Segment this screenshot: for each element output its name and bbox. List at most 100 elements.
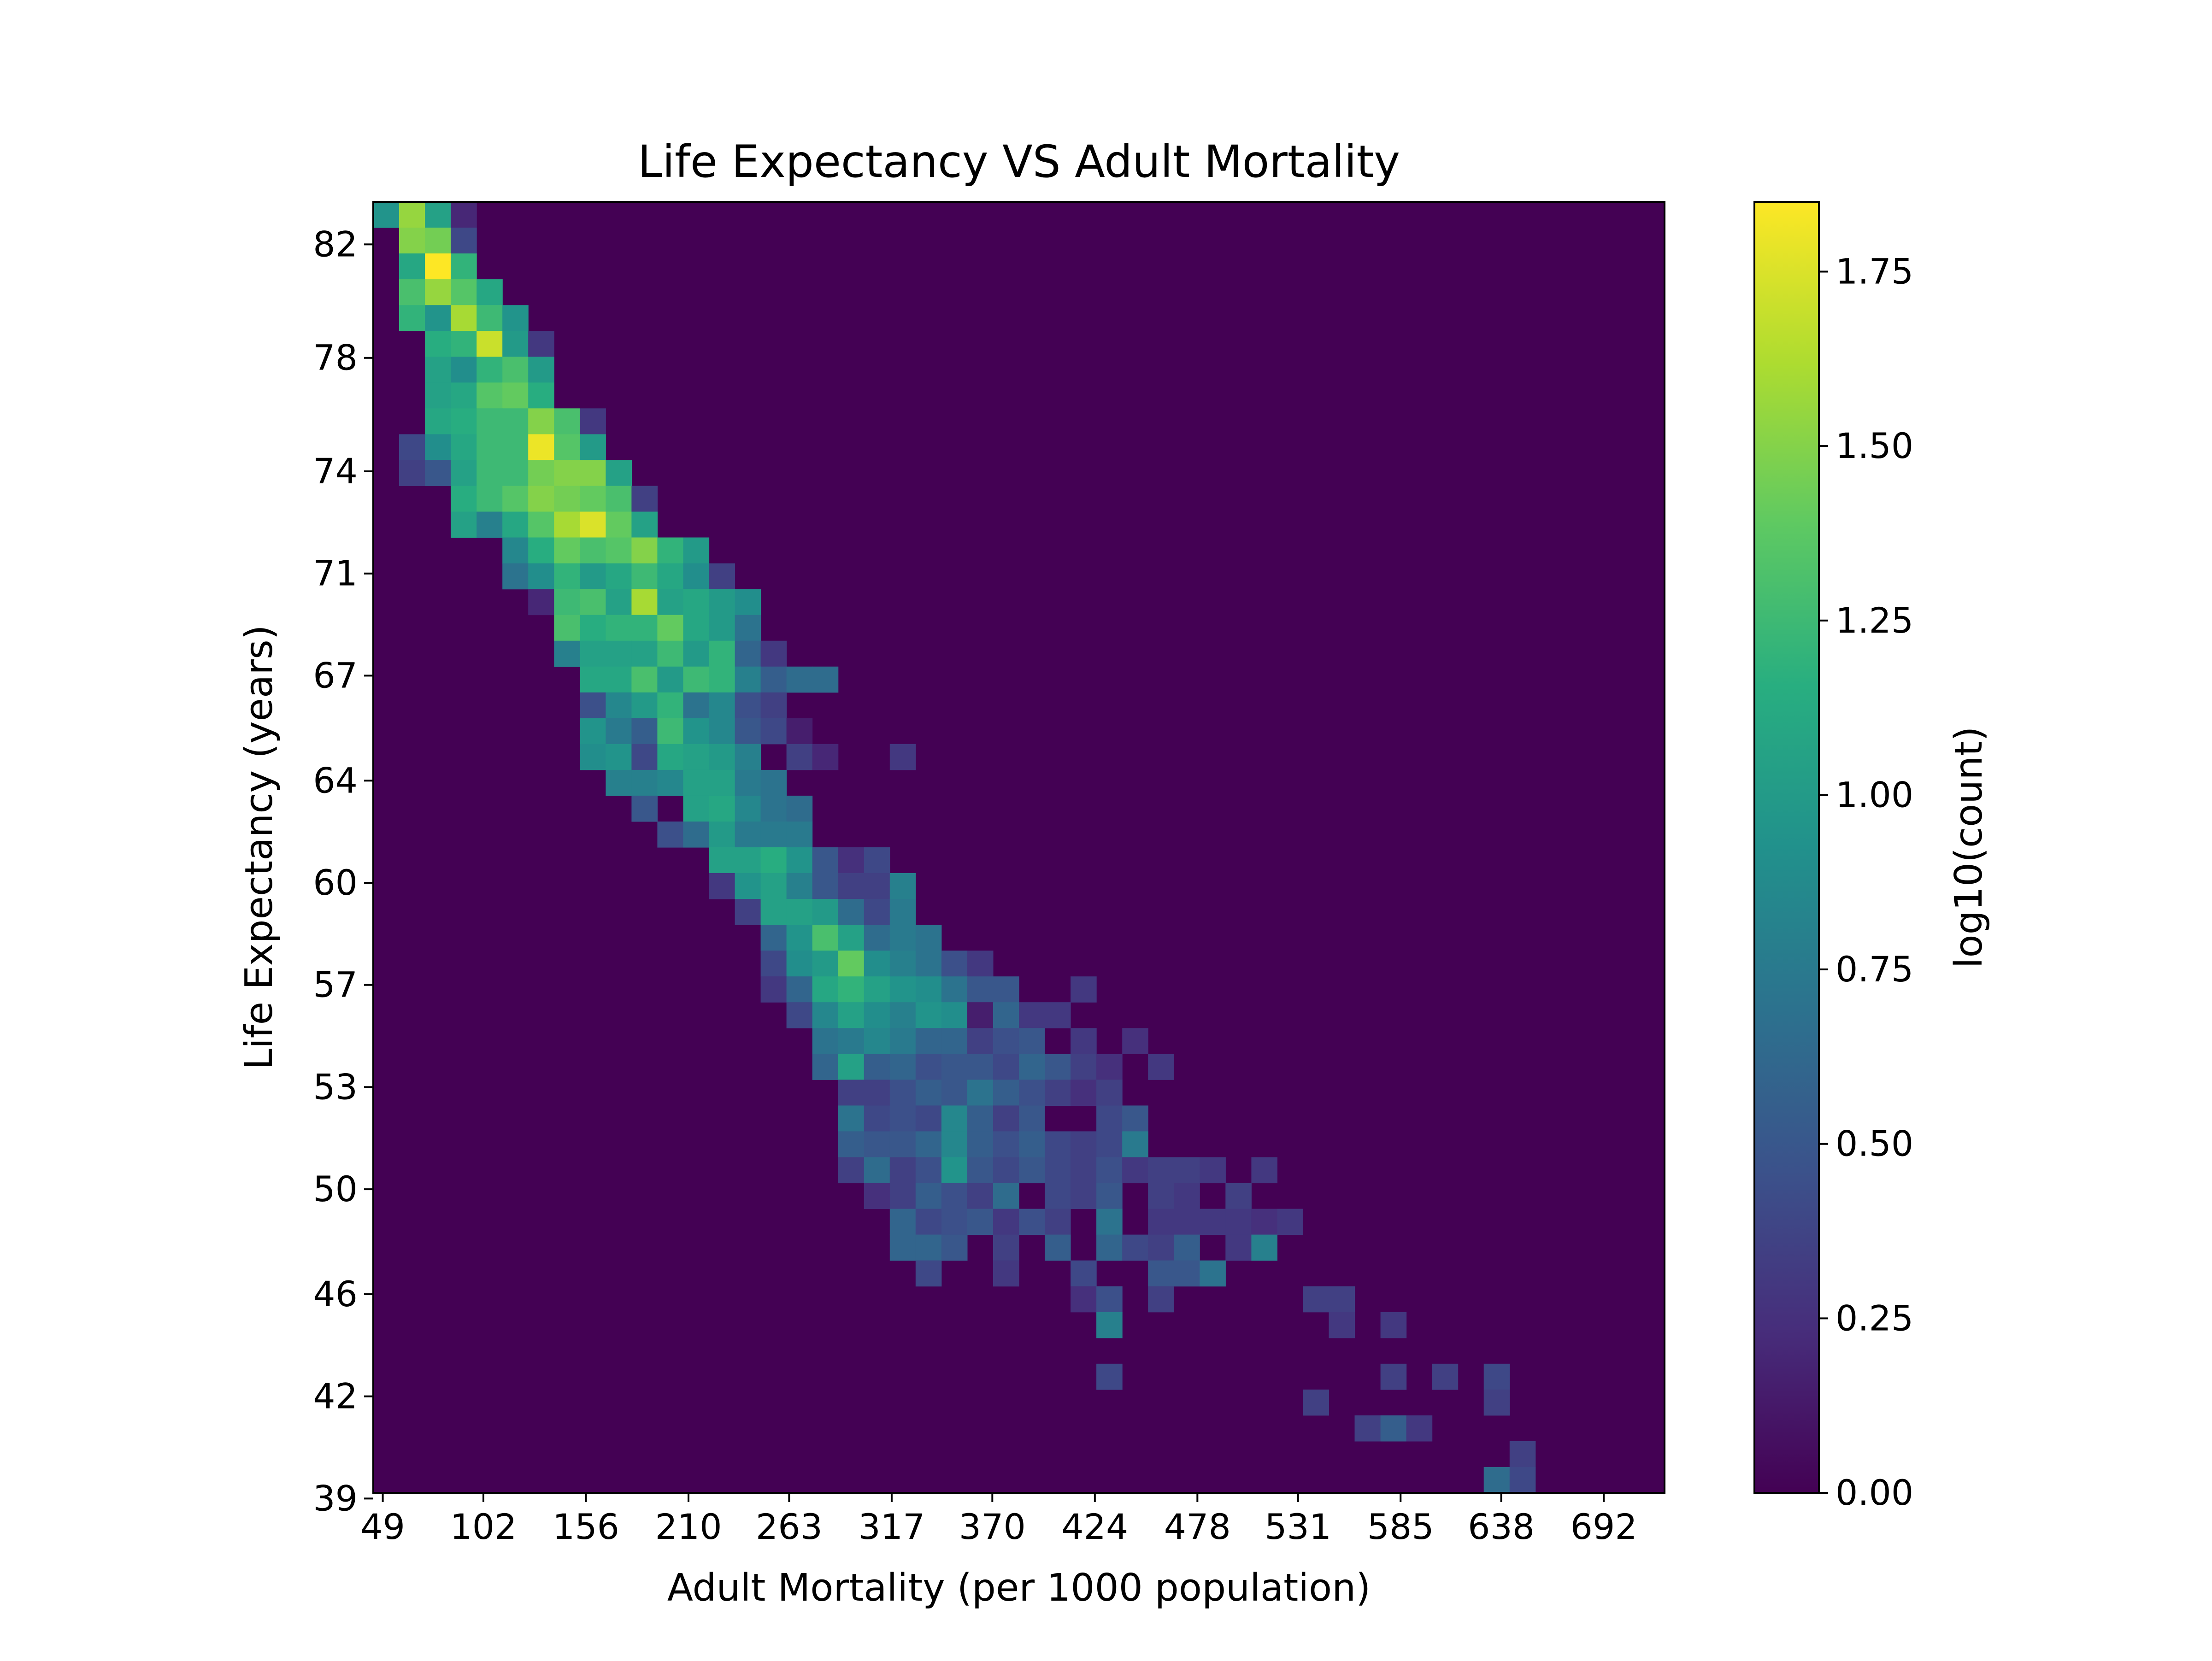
heatmap-cell (735, 589, 761, 616)
heatmap-cell (760, 847, 787, 874)
heatmap-cell (1071, 1054, 1097, 1080)
heatmap-cell (760, 925, 787, 951)
heatmap-cell (528, 460, 554, 486)
heatmap-cell (709, 822, 735, 848)
heatmap-cell (631, 744, 658, 770)
heatmap-cell (889, 1105, 916, 1132)
heatmap-cell (812, 951, 839, 977)
heatmap-cell (606, 615, 632, 641)
heatmap-cell (502, 331, 529, 357)
heatmap-cell (1122, 1105, 1148, 1132)
heatmap-cell (709, 873, 735, 899)
heatmap-cell (993, 1234, 1019, 1261)
heatmap-cell (760, 666, 787, 693)
heatmap-cell (1174, 1260, 1200, 1287)
heatmap-cell (838, 1105, 865, 1132)
heatmap-cell (760, 769, 787, 796)
heatmap-cell (451, 382, 477, 409)
heatmap-cell (735, 744, 761, 770)
heatmap-cell (889, 925, 916, 951)
heatmap-cell (1071, 1260, 1097, 1287)
heatmap-cell (709, 589, 735, 616)
heatmap-cell (864, 1183, 890, 1209)
heatmap-cell (889, 1080, 916, 1106)
colorbar-tick-label: 1.25 (1835, 600, 1913, 641)
heatmap-cell (1071, 1131, 1097, 1157)
heatmap-cell (606, 511, 632, 538)
heatmap-cell (1071, 1028, 1097, 1054)
heatmap-cell (709, 847, 735, 874)
heatmap-cell (606, 486, 632, 512)
heatmap-cell (477, 408, 503, 434)
heatmap-cell (941, 1105, 968, 1132)
heatmap-cell (1019, 1028, 1045, 1054)
x-tick-label: 531 (1265, 1506, 1331, 1547)
heatmap-cell (993, 1002, 1019, 1028)
x-tick-label: 370 (959, 1506, 1026, 1547)
heatmap-cell (915, 1234, 942, 1261)
heatmap-cell (1071, 1183, 1097, 1209)
plot-area (373, 202, 1665, 1493)
x-axis-ticks: 49 102 156 210 263 317 370 424 478 531 585 638 692 (360, 1493, 1637, 1547)
heatmap-cell (1432, 1363, 1459, 1390)
heatmap-cell (657, 692, 683, 719)
heatmap-cell (838, 951, 865, 977)
heatmap-cell (864, 1105, 890, 1132)
heatmap-cell (399, 460, 425, 486)
heatmap-cell (786, 925, 813, 951)
heatmap-cell (1096, 1105, 1123, 1132)
heatmap-cell (1096, 1131, 1123, 1157)
heatmap-cell (1354, 1415, 1381, 1442)
heatmap-cell (1329, 1286, 1355, 1313)
heatmap-cell (786, 873, 813, 899)
heatmap-cell (425, 228, 451, 254)
heatmap-cell (941, 1234, 968, 1261)
heatmap-cell (528, 434, 554, 460)
colorbar (1753, 201, 1820, 1494)
heatmap-cell (864, 1157, 890, 1184)
heatmap-cell (631, 666, 658, 693)
heatmap-cell (580, 615, 606, 641)
heatmap-cell (1096, 1363, 1123, 1390)
heatmap-cell (1071, 1286, 1097, 1313)
heatmap-cell (451, 434, 477, 460)
heatmap-cell (1251, 1209, 1277, 1235)
heatmap-cell (889, 1209, 916, 1235)
heatmap-cell (1225, 1183, 1252, 1209)
heatmap-cell (1303, 1286, 1329, 1313)
heatmap-cell (502, 486, 529, 512)
heatmap-cell (580, 563, 606, 590)
heatmap-cell (528, 486, 554, 512)
colorbar-tick-label: 1.00 (1835, 774, 1913, 815)
x-tick-label: 317 (858, 1506, 925, 1547)
heatmap-cell (760, 795, 787, 822)
heatmap-cell (502, 357, 529, 383)
heatmap-cell (606, 744, 632, 770)
heatmap-cell (709, 744, 735, 770)
heatmap-cell (889, 976, 916, 1003)
x-tick-label: 585 (1367, 1506, 1434, 1547)
heatmap-cell (915, 1183, 942, 1209)
heatmap-cell (838, 1080, 865, 1106)
heatmap-cell (451, 460, 477, 486)
heatmap-cell (812, 976, 839, 1003)
heatmap-cell (425, 202, 451, 228)
chart-title: Life Expectancy VS Adult Mortality (638, 136, 1400, 188)
y-tick-label: 82 (313, 223, 358, 264)
y-tick-label: 67 (313, 655, 358, 696)
heatmap-cell (915, 1080, 942, 1106)
heatmap-cell (812, 744, 839, 770)
heatmap-cell (735, 822, 761, 848)
heatmap-cell (606, 769, 632, 796)
heatmap-cell (657, 769, 683, 796)
heatmap-cell (709, 769, 735, 796)
heatmap-cell (941, 951, 968, 977)
heatmap-cell (657, 666, 683, 693)
heatmap-cell (1148, 1157, 1174, 1184)
heatmap-cell (864, 873, 890, 899)
heatmap-cell (812, 1002, 839, 1028)
heatmap-cell (967, 951, 994, 977)
heatmap-cell (1380, 1312, 1407, 1338)
heatmap-cell (528, 357, 554, 383)
